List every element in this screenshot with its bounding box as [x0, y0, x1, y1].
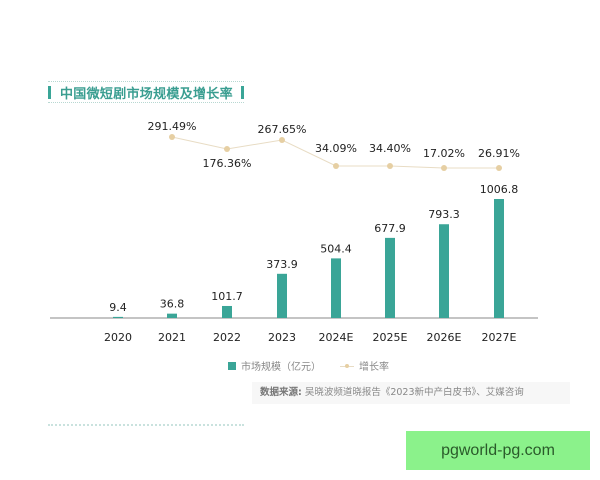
source-text: 吴晓波频道晓报告《2023新中产白皮书》、艾媒咨询: [301, 387, 524, 398]
x-tick-label: 2021: [158, 331, 186, 344]
bar: [494, 199, 504, 318]
chart-title-box: 中国微短剧市场规模及增长率: [48, 81, 244, 103]
x-tick-label: 2026E: [427, 331, 462, 344]
legend-item-growth-rate: 增长率: [340, 358, 389, 373]
x-tick-label: 2024E: [319, 331, 354, 344]
bar-value-label: 677.9: [374, 222, 406, 235]
x-axis-labels: 2020 2021 2022 2023 2024E 2025E 2026E 2027E: [104, 331, 517, 344]
title-right-bar: [241, 86, 244, 99]
title-left-bar: [48, 86, 51, 99]
bar: [439, 224, 449, 318]
bar: [385, 237, 395, 318]
bar-value-label: 1006.8: [480, 183, 519, 196]
bar: [277, 273, 287, 318]
growth-marker: [441, 165, 447, 171]
growth-value-label: 34.09%: [315, 142, 357, 155]
x-tick-label: 2027E: [482, 331, 517, 344]
bar-value-label: 373.9: [266, 258, 298, 271]
growth-value-label: 291.49%: [148, 120, 197, 133]
line-swatch-icon: [340, 362, 354, 370]
x-tick-label: 2022: [213, 331, 241, 344]
growth-marker: [224, 146, 230, 152]
legend-line-label: 增长率: [359, 362, 389, 373]
watermark: pgworld-pg.com: [406, 431, 590, 470]
growth-marker: [169, 134, 175, 140]
bar-value-label: 504.4: [320, 242, 352, 255]
source-label: 数据来源:: [260, 387, 302, 398]
chart-area: 9.4 36.8 101.7 373.9 504.4 677.9 793.3 1006.8 2…: [50, 120, 538, 344]
growth-marker: [333, 163, 339, 169]
growth-value-label: 34.40%: [369, 142, 411, 155]
bar: [167, 313, 177, 318]
bar: [222, 305, 232, 318]
legend-bar-label: 市场规模（亿元）: [241, 362, 321, 373]
bar-value-label: 9.4: [109, 301, 127, 314]
growth-value-label: 267.65%: [258, 123, 307, 136]
growth-value-label: 176.36%: [203, 157, 252, 170]
growth-line-series: 291.49% 176.36% 267.65% 34.09% 34.40% 17.02% 2…: [148, 120, 520, 171]
x-tick-label: 2025E: [373, 331, 408, 344]
growth-marker: [279, 137, 285, 143]
bar-value-label: 101.7: [211, 290, 243, 303]
growth-marker: [387, 163, 393, 169]
growth-value-label: 26.91%: [478, 147, 520, 160]
bottom-divider: [48, 424, 244, 426]
growth-marker: [496, 165, 502, 171]
bar-swatch-icon: [228, 361, 236, 370]
x-tick-label: 2020: [104, 331, 132, 344]
bar-series: 9.4 36.8 101.7 373.9 504.4 677.9 793.3 1006.8: [109, 183, 518, 318]
bar: [331, 258, 341, 318]
legend-item-market-size: 市场规模（亿元）: [228, 358, 321, 373]
bar-value-label: 793.3: [428, 208, 460, 221]
x-tick-label: 2023: [268, 331, 296, 344]
bar: [113, 316, 123, 318]
growth-value-label: 17.02%: [423, 147, 465, 160]
data-source: 数据来源: 吴晓波频道晓报告《2023新中产白皮书》、艾媒咨询: [252, 382, 570, 404]
chart-title: 中国微短剧市场规模及增长率: [60, 87, 233, 102]
bar-value-label: 36.8: [160, 298, 185, 311]
